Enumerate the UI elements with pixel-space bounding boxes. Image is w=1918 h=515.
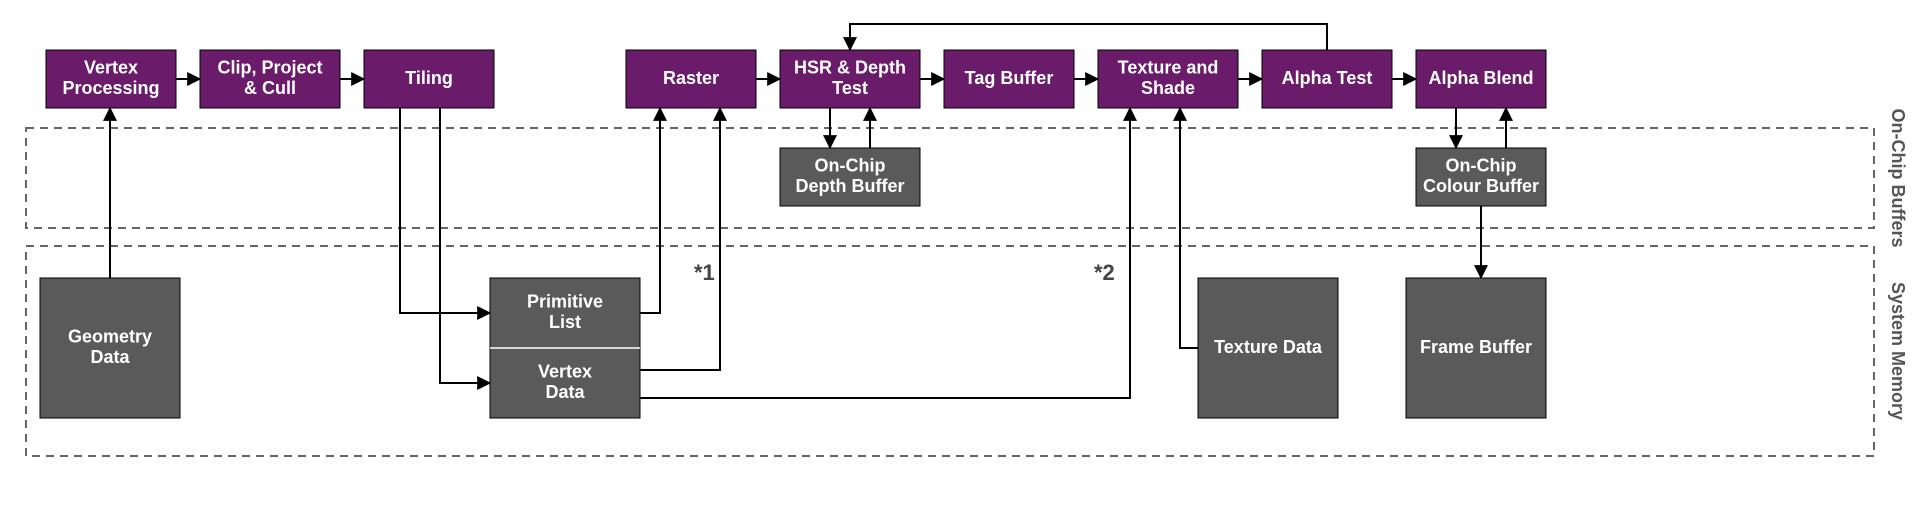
edge-e-tile-prim: [400, 108, 490, 313]
svg-text:Vertex: Vertex: [84, 57, 138, 77]
edge-e-atest-feedback: [850, 24, 1327, 50]
annotation-star2: *2: [1094, 260, 1115, 285]
svg-text:Depth Buffer: Depth Buffer: [796, 176, 905, 196]
edge-e-vert-rast: [640, 108, 720, 370]
svg-text:Processing: Processing: [62, 78, 159, 98]
alpha-test-stage: Alpha Test: [1262, 50, 1392, 108]
svg-text:Tag Buffer: Tag Buffer: [965, 68, 1054, 88]
vertex-processing-stage: VertexProcessing: [46, 50, 176, 108]
system-memory-label: System Memory: [1888, 282, 1908, 420]
frame-buffer-sysmem: Frame Buffer: [1406, 278, 1546, 418]
svg-text:Primitive: Primitive: [527, 291, 603, 311]
primlist-vertex-sysmem: PrimitiveList VertexData: [490, 278, 640, 418]
svg-text:List: List: [549, 312, 581, 332]
svg-text:Texture Data: Texture Data: [1214, 337, 1323, 357]
svg-text:& Cull: & Cull: [244, 78, 296, 98]
texture-shade-stage: Texture andShade: [1098, 50, 1238, 108]
clip-project-cull-stage: Clip, Project& Cull: [200, 50, 340, 108]
svg-text:Test: Test: [832, 78, 868, 98]
system-memory-region: [26, 246, 1874, 456]
svg-text:Raster: Raster: [663, 68, 719, 88]
svg-text:Tiling: Tiling: [405, 68, 453, 88]
onchip-buffers-region: [26, 128, 1874, 228]
svg-text:Alpha Blend: Alpha Blend: [1428, 68, 1533, 88]
raster-stage: Raster: [626, 50, 756, 108]
svg-text:Clip, Project: Clip, Project: [217, 57, 322, 77]
texture-data-sysmem: Texture Data: [1198, 278, 1338, 418]
svg-text:Shade: Shade: [1141, 78, 1195, 98]
annotation-star1: *1: [694, 260, 715, 285]
svg-text:Alpha Test: Alpha Test: [1282, 68, 1373, 88]
svg-text:HSR & Depth: HSR & Depth: [794, 57, 906, 77]
tag-buffer-stage: Tag Buffer: [944, 50, 1074, 108]
depth-buffer-onchip: On-ChipDepth Buffer: [780, 148, 920, 206]
svg-text:Vertex: Vertex: [538, 361, 592, 381]
svg-text:Texture and: Texture and: [1118, 57, 1219, 77]
svg-text:Data: Data: [90, 347, 130, 367]
svg-text:Geometry: Geometry: [68, 326, 152, 346]
svg-text:On-Chip: On-Chip: [815, 155, 886, 175]
svg-text:Colour Buffer: Colour Buffer: [1423, 176, 1539, 196]
alpha-blend-stage: Alpha Blend: [1416, 50, 1546, 108]
geometry-data-sysmem: GeometryData: [40, 278, 180, 418]
svg-text:On-Chip: On-Chip: [1446, 155, 1517, 175]
onchip-buffers-label: On-Chip Buffers: [1888, 109, 1908, 248]
svg-text:Frame Buffer: Frame Buffer: [1420, 337, 1532, 357]
colour-buffer-onchip: On-ChipColour Buffer: [1416, 148, 1546, 206]
tiling-stage: Tiling: [364, 50, 494, 108]
svg-text:Data: Data: [545, 382, 585, 402]
hsr-depth-stage: HSR & DepthTest: [780, 50, 920, 108]
edge-e-prim-rast: [640, 108, 660, 313]
